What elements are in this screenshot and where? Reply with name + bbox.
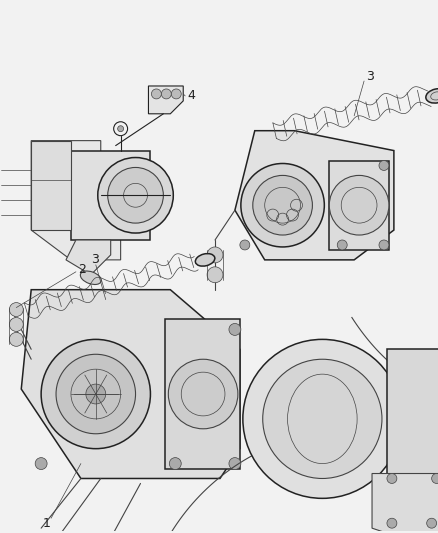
Circle shape bbox=[207, 247, 223, 263]
Circle shape bbox=[9, 318, 23, 332]
Circle shape bbox=[240, 164, 324, 247]
Text: 2: 2 bbox=[78, 263, 85, 276]
Polygon shape bbox=[234, 131, 393, 260]
Circle shape bbox=[107, 167, 163, 223]
Ellipse shape bbox=[195, 254, 214, 266]
Circle shape bbox=[168, 359, 237, 429]
Polygon shape bbox=[66, 240, 110, 275]
Circle shape bbox=[9, 333, 23, 346]
Polygon shape bbox=[21, 289, 239, 479]
Circle shape bbox=[171, 89, 181, 99]
Text: 4: 4 bbox=[187, 90, 194, 102]
Circle shape bbox=[117, 126, 124, 132]
Polygon shape bbox=[165, 319, 239, 469]
Circle shape bbox=[98, 158, 173, 233]
Circle shape bbox=[426, 518, 436, 528]
Circle shape bbox=[9, 303, 23, 317]
Circle shape bbox=[207, 267, 223, 282]
Ellipse shape bbox=[80, 271, 101, 285]
Circle shape bbox=[262, 359, 381, 479]
Circle shape bbox=[161, 89, 171, 99]
Polygon shape bbox=[31, 141, 120, 260]
Circle shape bbox=[41, 340, 150, 449]
Text: 3: 3 bbox=[91, 253, 99, 266]
Polygon shape bbox=[386, 349, 438, 488]
Circle shape bbox=[229, 324, 240, 335]
Text: 1: 1 bbox=[43, 516, 51, 530]
Polygon shape bbox=[71, 150, 150, 240]
Circle shape bbox=[328, 175, 388, 235]
Circle shape bbox=[242, 340, 401, 498]
Circle shape bbox=[56, 354, 135, 434]
Circle shape bbox=[252, 175, 312, 235]
Circle shape bbox=[229, 458, 240, 470]
Ellipse shape bbox=[425, 88, 438, 103]
Polygon shape bbox=[371, 473, 438, 533]
Polygon shape bbox=[328, 160, 388, 250]
Circle shape bbox=[378, 160, 388, 171]
Circle shape bbox=[336, 240, 346, 250]
Text: 3: 3 bbox=[365, 69, 373, 83]
Polygon shape bbox=[31, 141, 71, 230]
Circle shape bbox=[151, 89, 161, 99]
Circle shape bbox=[169, 458, 181, 470]
Circle shape bbox=[35, 458, 47, 470]
Circle shape bbox=[386, 473, 396, 483]
Circle shape bbox=[378, 240, 388, 250]
Circle shape bbox=[86, 384, 106, 404]
Polygon shape bbox=[148, 86, 183, 114]
Circle shape bbox=[431, 473, 438, 483]
Circle shape bbox=[386, 518, 396, 528]
Circle shape bbox=[239, 240, 249, 250]
